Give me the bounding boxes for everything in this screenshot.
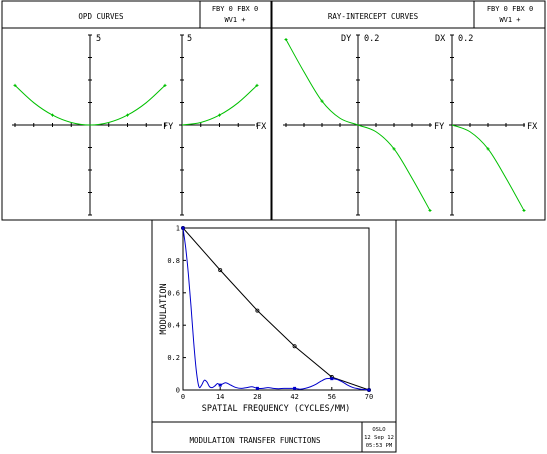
mtf-series-line (182, 227, 370, 391)
mtf-program: OSLO (372, 427, 385, 433)
mtf-x-tick-label: 28 (253, 393, 261, 401)
ray-fx-axis-label: FX (527, 122, 538, 132)
mtf-ylabel: MODULATION (159, 283, 169, 334)
ray-fy-plot: DY 0.2 FY (283, 34, 444, 216)
ray-fy-series-line (285, 39, 431, 211)
mtf-curves (180, 225, 371, 392)
mtf-x-tick-label: 70 (365, 393, 373, 401)
opd-fy-scale-label: 5 (96, 34, 101, 44)
ray-wavelength-line: WV1 + (499, 16, 520, 24)
ray-fx-series-line (451, 124, 525, 211)
opd-panel: OPD CURVES FBY 0 FBX 0 WV1 + 5 FY 5 FX (1, 0, 272, 221)
mtf-data-point (330, 377, 334, 381)
ray-fy-scale-name: DY (341, 34, 351, 44)
opd-fx-series-line (181, 85, 258, 126)
mtf-panel-frame (151, 219, 397, 453)
ray-fx-plot: DX 0.2 FX (435, 34, 538, 216)
mtf-data-point (181, 226, 185, 230)
mtf-y-tick-label: 1 (176, 225, 180, 233)
mtf-x-tick-label: 14 (216, 393, 224, 401)
opd-fx-scale-label: 5 (187, 34, 192, 44)
mtf-data-point (255, 386, 259, 390)
mtf-y-tick-label: 0.2 (167, 354, 180, 362)
mtf-x-tick-label: 0 (181, 393, 185, 401)
ray-intercept-panel: RAY-INTERCEPT CURVES FBY 0 FBX 0 WV1 + D… (271, 0, 546, 221)
mtf-data-point (367, 388, 371, 392)
ray-title: RAY-INTERCEPT CURVES (328, 12, 419, 21)
mtf-x-tick-label: 56 (328, 393, 336, 401)
opd-fx-axis-label: FX (256, 122, 267, 132)
mtf-y-tick-label: 0.4 (167, 322, 180, 330)
ray-panel-frame (271, 0, 546, 221)
mtf-x-tick-label: 42 (290, 393, 298, 401)
opd-panel-frame (1, 0, 272, 221)
mtf-title: MODULATION TRANSFER FUNCTIONS (190, 436, 321, 445)
opd-fy-curve (13, 83, 167, 126)
mtf-y-tick-label: 0 (176, 387, 180, 395)
ray-fx-curve (451, 124, 526, 212)
mtf-y-tick-label: 0.6 (167, 289, 180, 297)
mtf-ticks: 0 14 28 42 56 70 0 0.2 0.4 0.6 0.8 1 (167, 225, 373, 402)
mtf-data-point (292, 344, 297, 349)
opd-fx-plot: 5 FX (179, 34, 267, 216)
mtf-data-point (293, 386, 297, 390)
mtf-data-point (218, 383, 222, 387)
opd-field-line: FBY 0 FBX 0 (212, 5, 258, 13)
ray-fx-scale-label: 0.2 (458, 34, 473, 44)
mtf-data-point (218, 268, 223, 273)
ray-field-line: FBY 0 FBX 0 (487, 5, 533, 13)
ray-fx-scale-name: DX (435, 34, 446, 44)
opd-fy-axis-label: FY (163, 122, 173, 132)
mtf-time: 05:53 PM (366, 443, 393, 449)
mtf-plot-frame (182, 227, 370, 391)
opd-fx-curve (181, 83, 259, 126)
ray-fy-axis-label: FY (434, 122, 444, 132)
mtf-y-tick-label: 0.8 (167, 257, 180, 265)
mtf-date: 12 Sep 12 (364, 435, 394, 441)
opd-fy-plot: 5 FY (12, 34, 173, 216)
opd-wavelength-line: WV1 + (224, 16, 245, 24)
ray-fy-curve (284, 38, 432, 212)
mtf-data-point (255, 308, 260, 313)
ray-fy-scale-label: 0.2 (364, 34, 379, 44)
mtf-series-line (182, 227, 370, 391)
opd-fy-series-line (14, 85, 166, 126)
mtf-xlabel: SPATIAL FREQUENCY (CYCLES/MM) (202, 404, 350, 414)
opd-title: OPD CURVES (78, 12, 124, 21)
mtf-panel: MODULATION TRANSFER FUNCTIONS OSLO 12 Se… (151, 219, 397, 453)
